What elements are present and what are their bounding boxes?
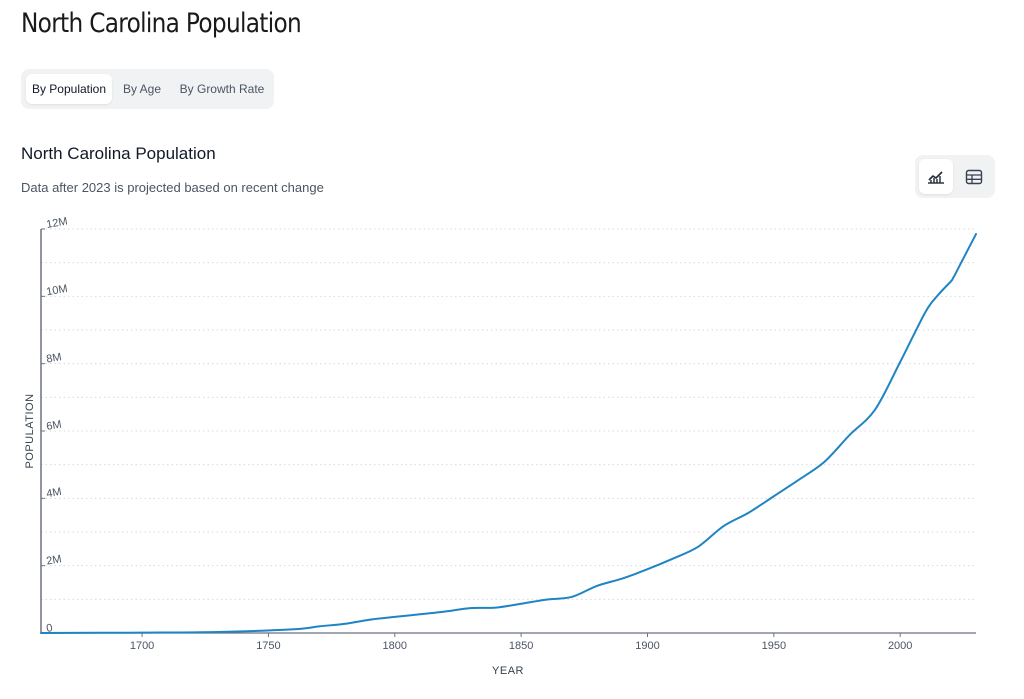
y-tick-label: 8M — [45, 351, 62, 365]
tab-by-age[interactable]: By Age — [122, 82, 162, 96]
view-tabs: By Population By Age By Growth Rate — [21, 69, 274, 109]
page-title: North Carolina Population — [21, 8, 302, 39]
chart-title: North Carolina Population — [21, 144, 216, 163]
y-tick-label: 6M — [45, 418, 62, 432]
x-tick-label: 1800 — [383, 640, 407, 652]
line-chart-icon — [928, 170, 944, 184]
population-series-line — [40, 233, 977, 634]
table-icon — [965, 169, 983, 184]
y-tick-label: 4M — [45, 486, 62, 500]
x-tick-label: 1750 — [256, 640, 280, 652]
x-tick-label: 1850 — [509, 640, 533, 652]
tab-by-population[interactable]: By Population — [26, 74, 112, 104]
x-tick-label: 2000 — [888, 640, 912, 652]
x-tick-label: 1950 — [762, 640, 786, 652]
y-axis-title: POPULATION — [24, 393, 36, 468]
chart-view-button[interactable] — [919, 159, 953, 194]
y-tick-label: 0 — [45, 622, 53, 635]
x-tick-label: 1900 — [635, 640, 659, 652]
chart-table-toggle — [915, 155, 995, 198]
y-tick-label: 2M — [45, 553, 62, 567]
y-tick-label: 10M — [45, 283, 68, 299]
x-tick-label: 1700 — [130, 640, 154, 652]
y-tick-label: 12M — [45, 215, 68, 231]
tab-by-growth-rate[interactable]: By Growth Rate — [179, 82, 265, 96]
table-view-button[interactable] — [957, 159, 991, 194]
chart-subtitle: Data after 2023 is projected based on re… — [21, 180, 324, 195]
x-axis-title: YEAR — [492, 665, 524, 677]
